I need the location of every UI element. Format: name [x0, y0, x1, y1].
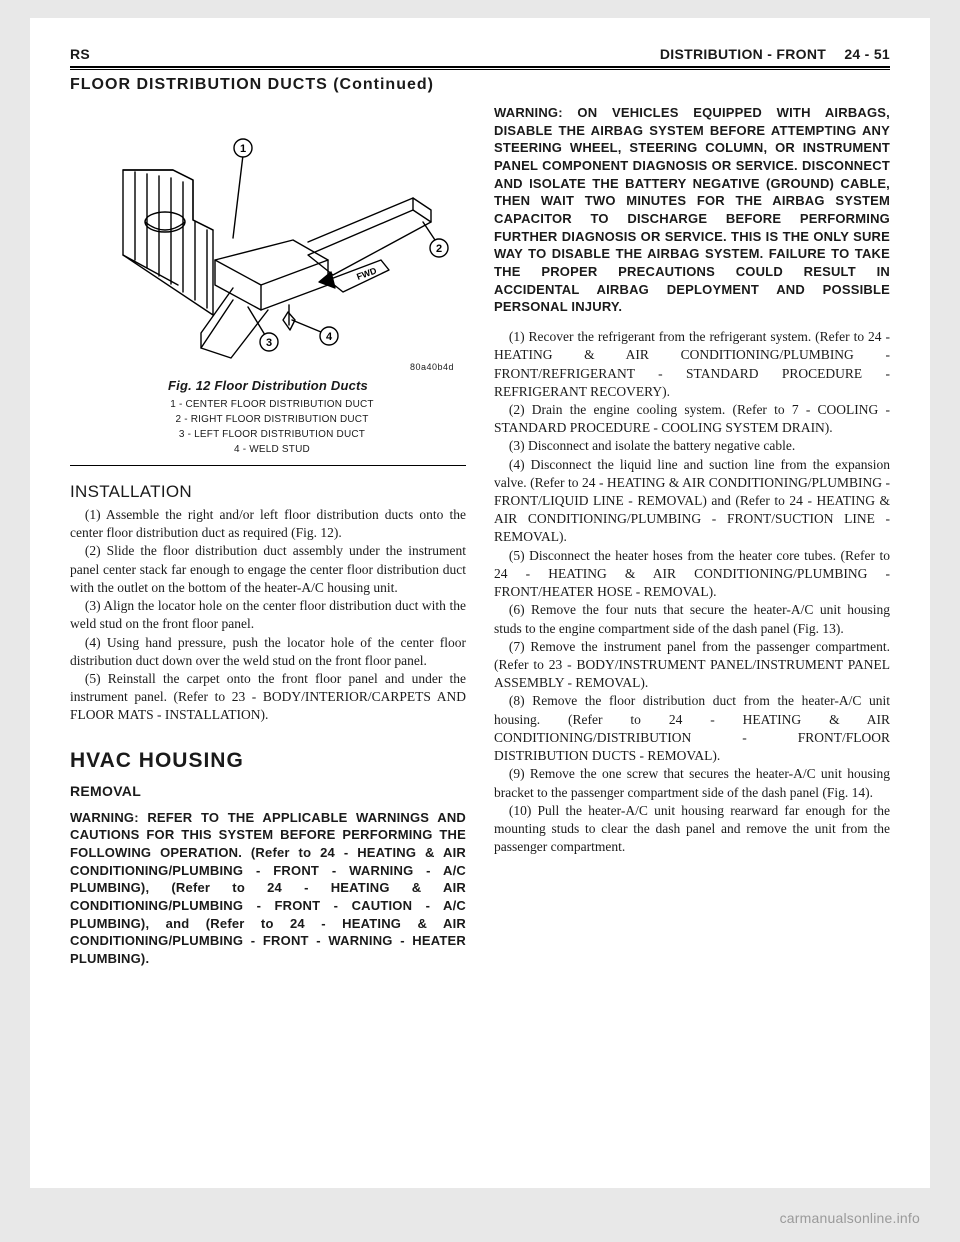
callout-3: 3 [266, 337, 272, 349]
body-paragraph: (9) Remove the one screw that secures th… [494, 765, 890, 801]
spacer [494, 316, 890, 328]
body-paragraph: (7) Remove the instrument panel from the… [494, 638, 890, 693]
figure-id: 80a40b4d [76, 362, 460, 372]
warning-block: WARNING: ON VEHICLES EQUIPPED WITH AIRBA… [494, 104, 890, 316]
figure-legend: 1 - CENTER FLOOR DISTRIBUTION DUCT 2 - R… [76, 397, 460, 457]
body-paragraph: (6) Remove the four nuts that secure the… [494, 601, 890, 637]
callout-4: 4 [326, 331, 333, 343]
page: RS DISTRIBUTION - FRONT 24 - 51 FLOOR DI… [30, 18, 930, 1188]
legend-item: 1 - CENTER FLOOR DISTRIBUTION DUCT [84, 397, 460, 412]
columns: 1 2 3 4 FWD 80a40b4d Fig. 12 Floor Distr… [70, 104, 890, 968]
right-column: WARNING: ON VEHICLES EQUIPPED WITH AIRBA… [494, 104, 890, 968]
header-right: DISTRIBUTION - FRONT 24 - 51 [660, 46, 890, 62]
legend-item: 2 - RIGHT FLOOR DISTRIBUTION DUCT [84, 412, 460, 427]
body-paragraph: (2) Slide the floor distribution duct as… [70, 542, 466, 597]
callout-2: 2 [436, 243, 442, 255]
warning-block: WARNING: REFER TO THE APPLICABLE WARNING… [70, 809, 466, 968]
continued-title: FLOOR DISTRIBUTION DUCTS (Continued) [70, 76, 890, 94]
body-paragraph: (3) Disconnect and isolate the battery n… [494, 437, 890, 455]
header-section: DISTRIBUTION - FRONT [660, 46, 826, 62]
header-page-number: 24 - 51 [844, 46, 890, 62]
figure-caption: Fig. 12 Floor Distribution Ducts [76, 378, 460, 393]
body-paragraph: (5) Disconnect the heater hoses from the… [494, 547, 890, 602]
figure-12-svg: 1 2 3 4 FWD [83, 110, 453, 360]
body-paragraph: (8) Remove the floor distribution duct f… [494, 692, 890, 765]
body-paragraph: (2) Drain the engine cooling system. (Re… [494, 401, 890, 437]
body-paragraph: (3) Align the locator hole on the center… [70, 597, 466, 633]
body-paragraph: (10) Pull the heater-A/C unit housing re… [494, 802, 890, 857]
body-paragraph: (1) Assemble the right and/or left floor… [70, 506, 466, 542]
header-left: RS [70, 46, 90, 62]
callout-1: 1 [240, 143, 246, 155]
header-rule [70, 66, 890, 70]
watermark: carmanualsonline.info [780, 1210, 920, 1226]
body-paragraph: (4) Disconnect the liquid line and sucti… [494, 456, 890, 547]
figure-rule [70, 465, 466, 466]
page-header: RS DISTRIBUTION - FRONT 24 - 51 [70, 46, 890, 66]
body-paragraph: (1) Recover the refrigerant from the ref… [494, 328, 890, 401]
installation-heading: INSTALLATION [70, 482, 466, 502]
figure-12: 1 2 3 4 FWD 80a40b4d Fig. 12 Floor Distr… [70, 104, 466, 459]
left-column: 1 2 3 4 FWD 80a40b4d Fig. 12 Floor Distr… [70, 104, 466, 968]
removal-heading: REMOVAL [70, 783, 466, 799]
body-paragraph: (5) Reinstall the carpet onto the front … [70, 670, 466, 725]
legend-item: 3 - LEFT FLOOR DISTRIBUTION DUCT [84, 427, 460, 442]
body-paragraph: (4) Using hand pressure, push the locato… [70, 634, 466, 670]
legend-item: 4 - WELD STUD [84, 442, 460, 457]
hvac-housing-heading: HVAC HOUSING [70, 749, 466, 773]
